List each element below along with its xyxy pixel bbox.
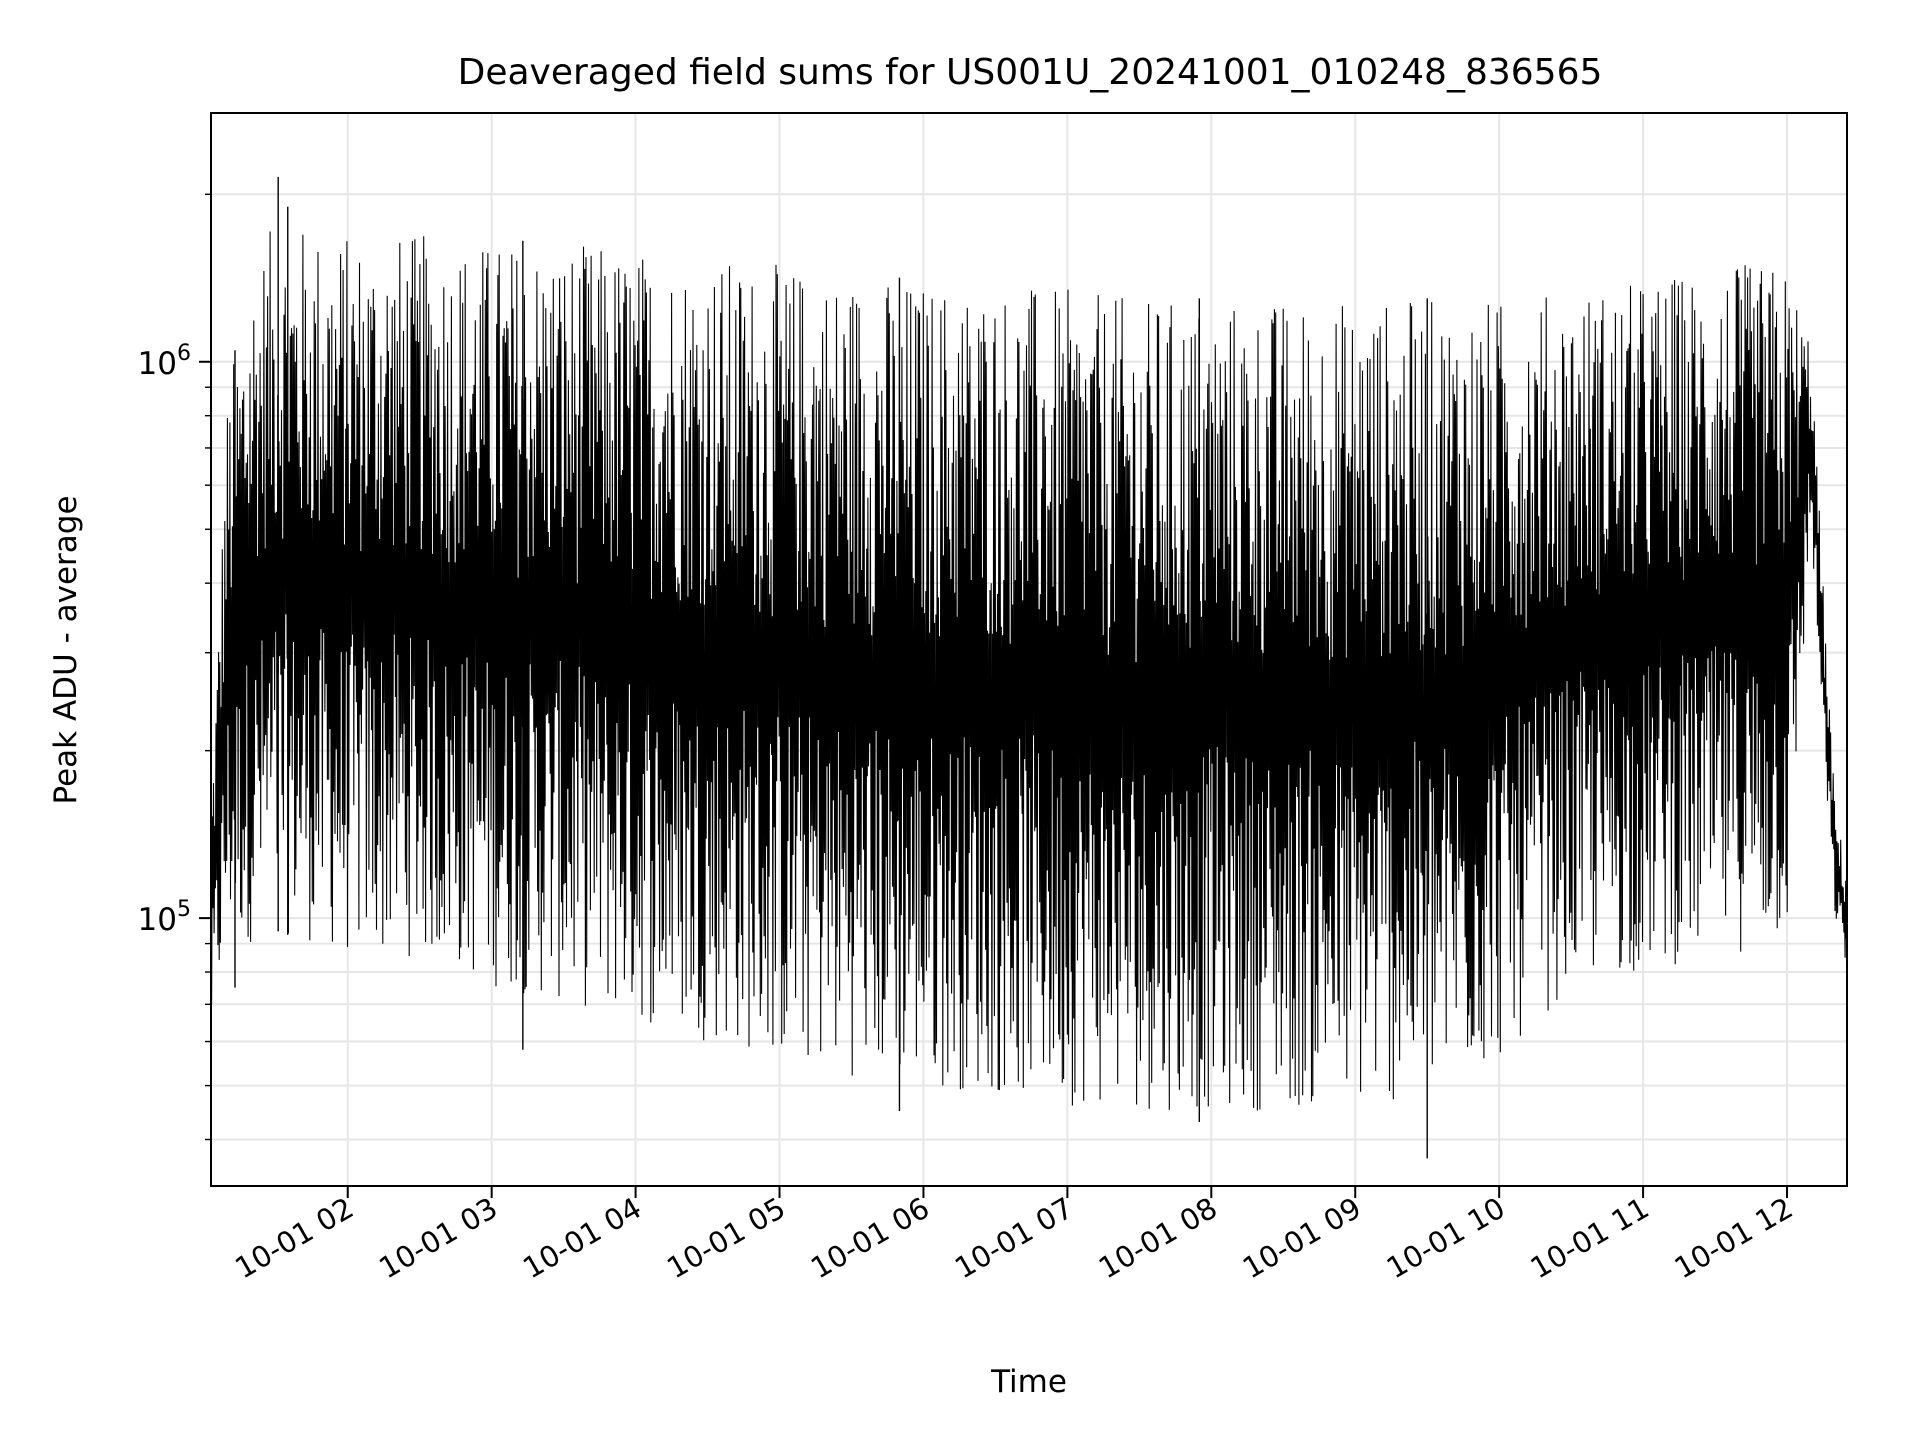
data-series (210, 176, 1848, 1159)
series-line (210, 231, 1848, 1111)
chart-title: Deaveraged field sums for US001U_2024100… (458, 52, 1603, 93)
x-axis-label: Time (990, 1364, 1067, 1400)
y-tick-label: 105 (138, 897, 191, 938)
y-axis-label: Peak ADU - average (48, 495, 84, 804)
y-axis: 105 106 (138, 193, 211, 1141)
plot-frame (210, 112, 1848, 1187)
y-tick-label: 106 (138, 341, 191, 382)
